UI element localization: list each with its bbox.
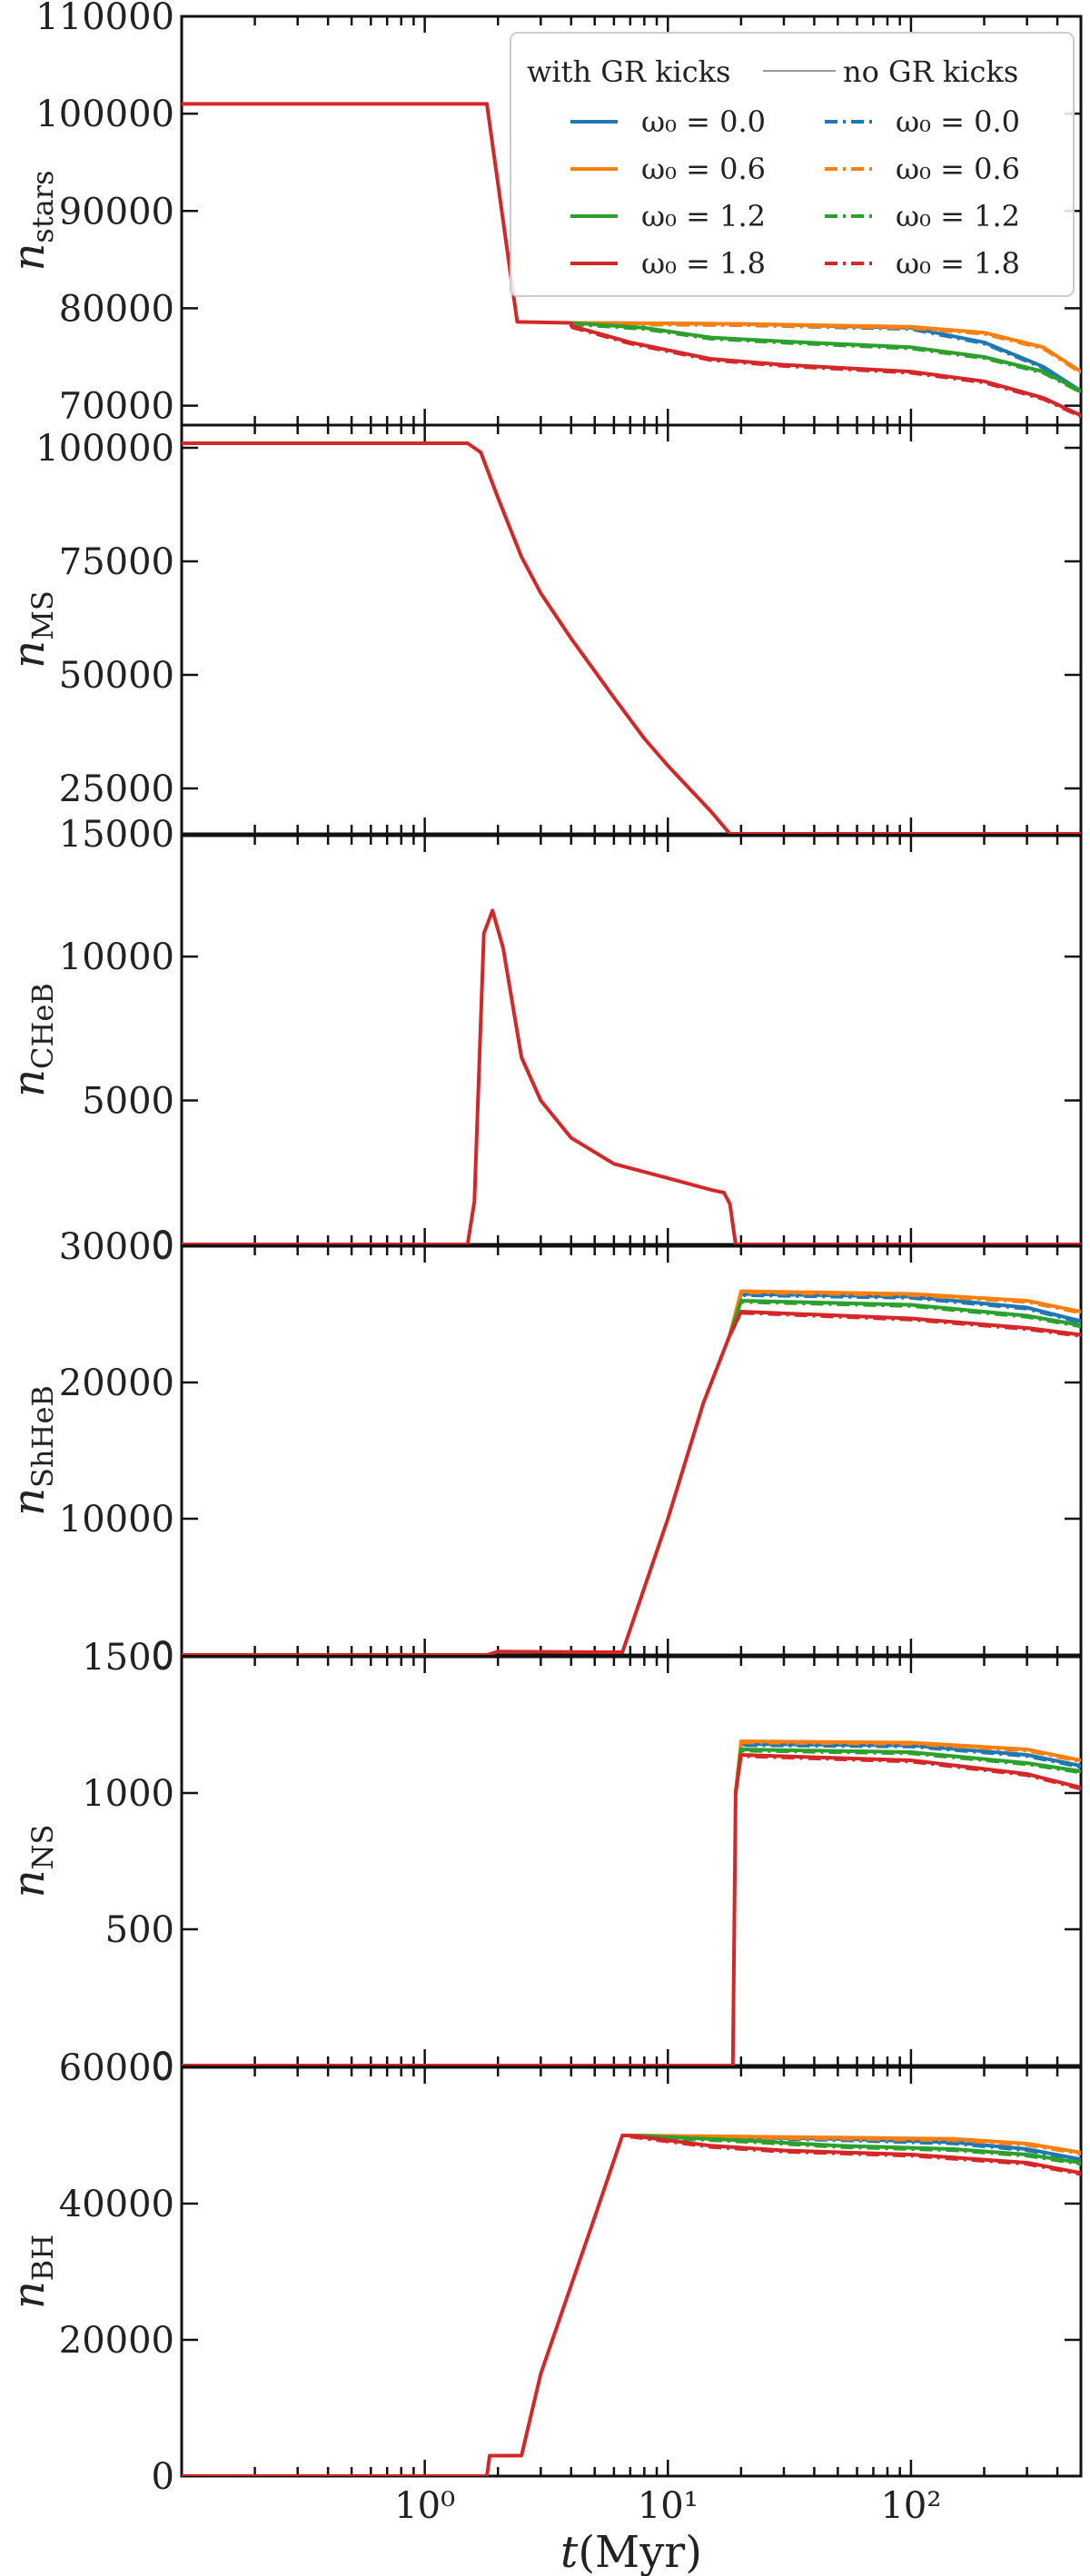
x-tick-label: 10² (880, 2485, 941, 2527)
y-tick-label: 0 (152, 2046, 174, 2087)
series-line (728, 1299, 1081, 1337)
y-tick-label: 100000 (35, 94, 174, 135)
series-line-dashdot (728, 1312, 1081, 1338)
series-line-dashdot (629, 2135, 1081, 2156)
panel-data (182, 1739, 1081, 2066)
shared-line (182, 2134, 632, 2476)
legend-title-left: with GR kicks (527, 54, 730, 89)
panel-data (182, 908, 1081, 1244)
y-tick-label: 1500 (82, 1637, 174, 1679)
series-line-dashdot (570, 322, 1081, 375)
y-axis-label: nNS (4, 1825, 60, 1898)
legend-title-right: no GR kicks (843, 54, 1018, 89)
series-line (628, 2134, 1081, 2175)
series-line-dashdot (570, 322, 1081, 394)
y-tick-label: 100000 (35, 428, 174, 470)
panel-1: 70000 80000 90000 100000 110000 with GR kicks… (35, 0, 1083, 428)
legend-label: ω₀ = 0.0 (641, 104, 766, 139)
panel-data (182, 441, 1081, 834)
legend-label: ω₀ = 1.8 (896, 246, 1020, 281)
series-line (569, 321, 1081, 393)
series-line-dashdot (629, 2135, 1081, 2166)
series-line (569, 321, 1081, 393)
y-tick-label: 1000 (82, 1773, 174, 1815)
series-line-dashdot (570, 326, 1081, 419)
y-tick-label: 70000 (59, 386, 174, 428)
panel-frame (180, 834, 1083, 1246)
shared-line (182, 908, 1081, 1244)
legend-label: ω₀ = 1.2 (896, 199, 1020, 233)
y-axis-label: nBH (4, 2234, 60, 2309)
y-tick-label: 20000 (59, 2320, 174, 2362)
y-tick-label: 10000 (59, 936, 174, 978)
y-tick-label: 0 (152, 1224, 174, 1266)
y-axis-label: nCHeB (4, 983, 60, 1097)
shared-line (182, 1791, 738, 2066)
y-tick-label: 25000 (59, 768, 174, 810)
y-tick-label: 0 (152, 1635, 174, 1677)
panel-4: 0 10000 20000 30000 (59, 1226, 1083, 1677)
series-line-dashdot (570, 322, 1081, 394)
y-tick-label: 0 (152, 2456, 174, 2498)
legend-label: ω₀ = 0.6 (641, 152, 766, 186)
panel-frame (180, 1655, 1083, 2067)
y-tick-label: 80000 (59, 288, 174, 330)
panel-frame (180, 423, 1083, 836)
y-tick-label: 500 (105, 1909, 174, 1951)
y-tick-label: 5000 (82, 1081, 174, 1123)
y-tick-label: 20000 (59, 1362, 174, 1404)
y-tick-label: 60000 (59, 2047, 174, 2089)
y-tick-label: 30000 (59, 1226, 174, 1268)
series-line (569, 321, 1081, 374)
y-tick-label: 50000 (59, 655, 174, 697)
x-axis-label: t(Myr) (560, 2527, 702, 2576)
y-tick-label: 90000 (59, 191, 174, 233)
y-tick-label: 110000 (35, 0, 174, 38)
series-line (628, 2134, 1081, 2155)
y-axis-label: nShHeB (4, 1385, 60, 1516)
y-axis-label: nMS (4, 590, 60, 669)
panel-6: 0 20000 40000 60000 10⁰ 10¹ 10² t(Myr) (59, 2047, 1083, 2576)
y-tick-label: 10000 (59, 1499, 174, 1541)
series-line (628, 2134, 1081, 2165)
legend-label: ω₀ = 1.8 (641, 246, 766, 281)
shared-line (182, 1333, 732, 1655)
legend: with GR kicks no GR kicks ω₀ = 0.0 ω₀ = 0.0… (510, 32, 1075, 297)
x-tick-label: 10⁰ (394, 2485, 455, 2527)
panel-5: 0 500 1000 1500 (82, 1637, 1083, 2087)
y-tick-label: 40000 (59, 2184, 174, 2225)
series-line-dashdot (629, 2135, 1081, 2176)
shared-line (182, 102, 573, 325)
y-axis-label: nstars (4, 171, 60, 272)
legend-label: ω₀ = 1.2 (641, 199, 766, 233)
series-line-dashdot (734, 1755, 1081, 1796)
panel-frame (180, 2066, 1083, 2478)
x-tick-label: 10¹ (638, 2485, 699, 2527)
panel-3: 0 5000 10000 (59, 834, 1083, 1266)
legend-label: ω₀ = 0.6 (896, 152, 1020, 186)
legend-box (510, 32, 1075, 297)
panel-data (182, 102, 1081, 419)
series-line (733, 1753, 1081, 1795)
panel-data (182, 2134, 1081, 2476)
y-tick-label: 75000 (59, 541, 174, 583)
shared-line (182, 441, 1081, 834)
series-line (569, 323, 1081, 418)
panel-data (182, 1289, 1081, 1655)
legend-label: ω₀ = 0.0 (896, 104, 1020, 139)
y-tick-label: 15000 (59, 814, 174, 856)
